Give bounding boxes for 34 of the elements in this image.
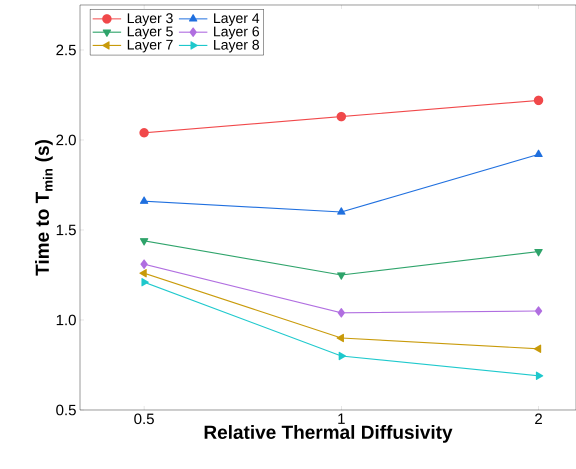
point <box>336 334 344 342</box>
legend-label: Layer 3 <box>128 13 173 26</box>
point <box>140 196 148 204</box>
point <box>139 128 149 138</box>
point <box>139 269 147 278</box>
point <box>534 248 543 256</box>
y-tick-label: 2.5 <box>56 44 76 56</box>
x-tick-label: 0.5 <box>134 414 154 424</box>
legend-label: Layer 5 <box>128 26 173 40</box>
point <box>534 96 544 106</box>
legend-label: Layer 4 <box>214 13 260 26</box>
x-tick-label: 1 <box>338 414 345 424</box>
point <box>338 352 346 360</box>
point <box>336 112 346 122</box>
legend-label: Layer 8 <box>214 40 259 52</box>
point <box>536 372 544 380</box>
point <box>140 238 148 246</box>
point <box>337 272 346 280</box>
x-tick-label: 2 <box>535 414 542 424</box>
legend-label: Layer 7 <box>128 40 173 52</box>
point <box>534 150 543 158</box>
y-tick-label: 2.0 <box>56 134 76 146</box>
point <box>534 344 542 353</box>
point <box>534 306 542 316</box>
legend-label: Layer 6 <box>214 26 259 40</box>
y-tick-label: 1.5 <box>56 224 76 236</box>
point <box>337 207 346 215</box>
point <box>338 308 346 318</box>
y-axis-title: Time to T$_{min}$ (s) <box>35 140 53 276</box>
x-axis-title: Relative Thermal Diffusivity <box>204 425 452 443</box>
y-tick-label: 1.0 <box>56 314 76 326</box>
point <box>141 278 149 286</box>
point <box>140 259 148 269</box>
y-tick-label: 0.5 <box>56 404 76 416</box>
